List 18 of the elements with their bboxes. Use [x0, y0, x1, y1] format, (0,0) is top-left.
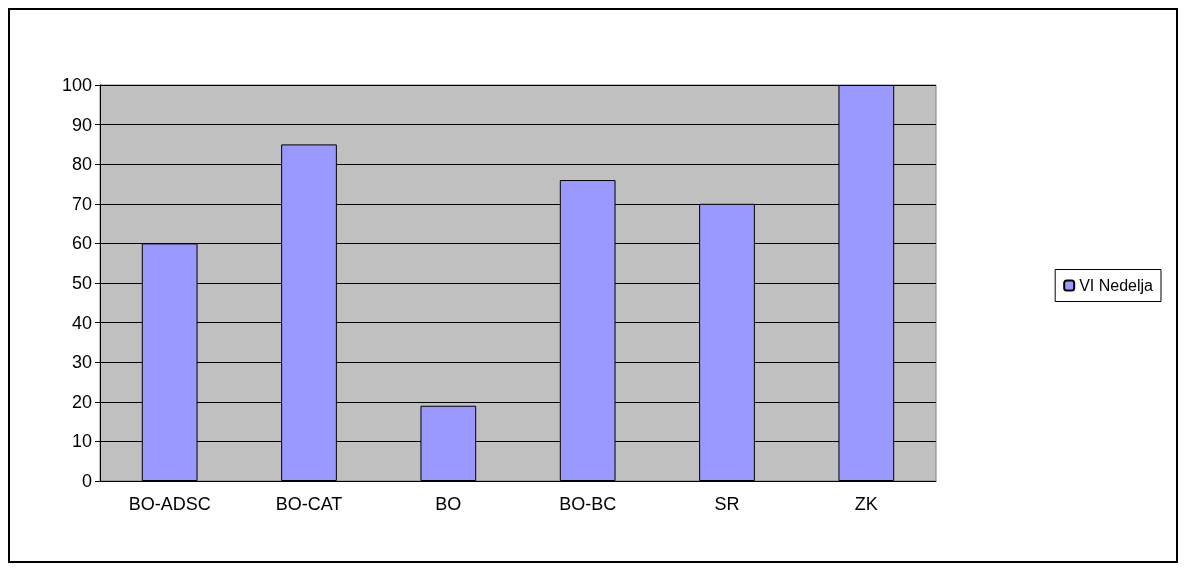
y-tick-label: 40 — [71, 312, 92, 333]
x-tick-label: BO-ADSC — [128, 494, 211, 514]
y-tick-label: 50 — [71, 273, 92, 293]
y-tick-label: 30 — [71, 352, 92, 373]
y-tick-label: 70 — [71, 193, 92, 214]
y-tick-label: 0 — [81, 471, 92, 491]
x-tick-label: ZK — [854, 494, 878, 514]
x-tick-label: BO — [435, 494, 462, 514]
legend-label: VI Nedelja — [1079, 277, 1154, 294]
y-tick-label: 60 — [71, 233, 92, 254]
x-tick-label: SR — [714, 494, 740, 514]
y-tick-label: 90 — [71, 114, 92, 135]
y-tick-label: 80 — [71, 154, 92, 175]
x-tick-label: BO-BC — [559, 494, 617, 514]
x-tick-label: BO-CAT — [275, 494, 343, 514]
y-tick-label: 100 — [61, 75, 92, 95]
y-tick-label: 10 — [71, 431, 92, 452]
y-tick-label: 20 — [71, 391, 92, 412]
